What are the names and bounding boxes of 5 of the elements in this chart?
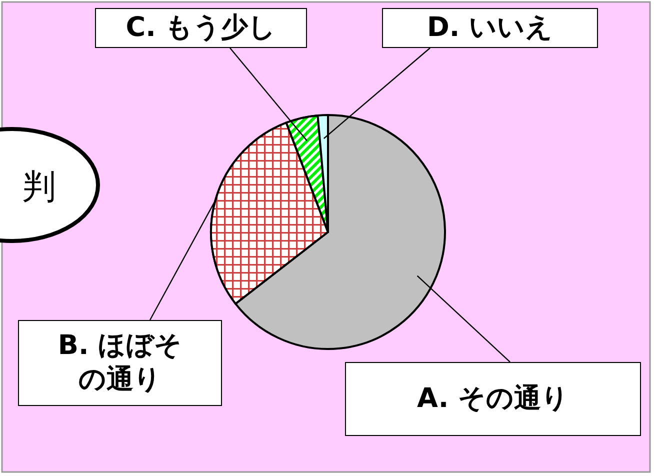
slice-label: B. ほぼその通り (18, 320, 222, 406)
slice-label: D. いいえ (382, 8, 598, 48)
text: 判 (22, 166, 56, 209)
slice-label: C. もう少し (95, 8, 307, 48)
slice-label: A. その通り (345, 362, 641, 436)
